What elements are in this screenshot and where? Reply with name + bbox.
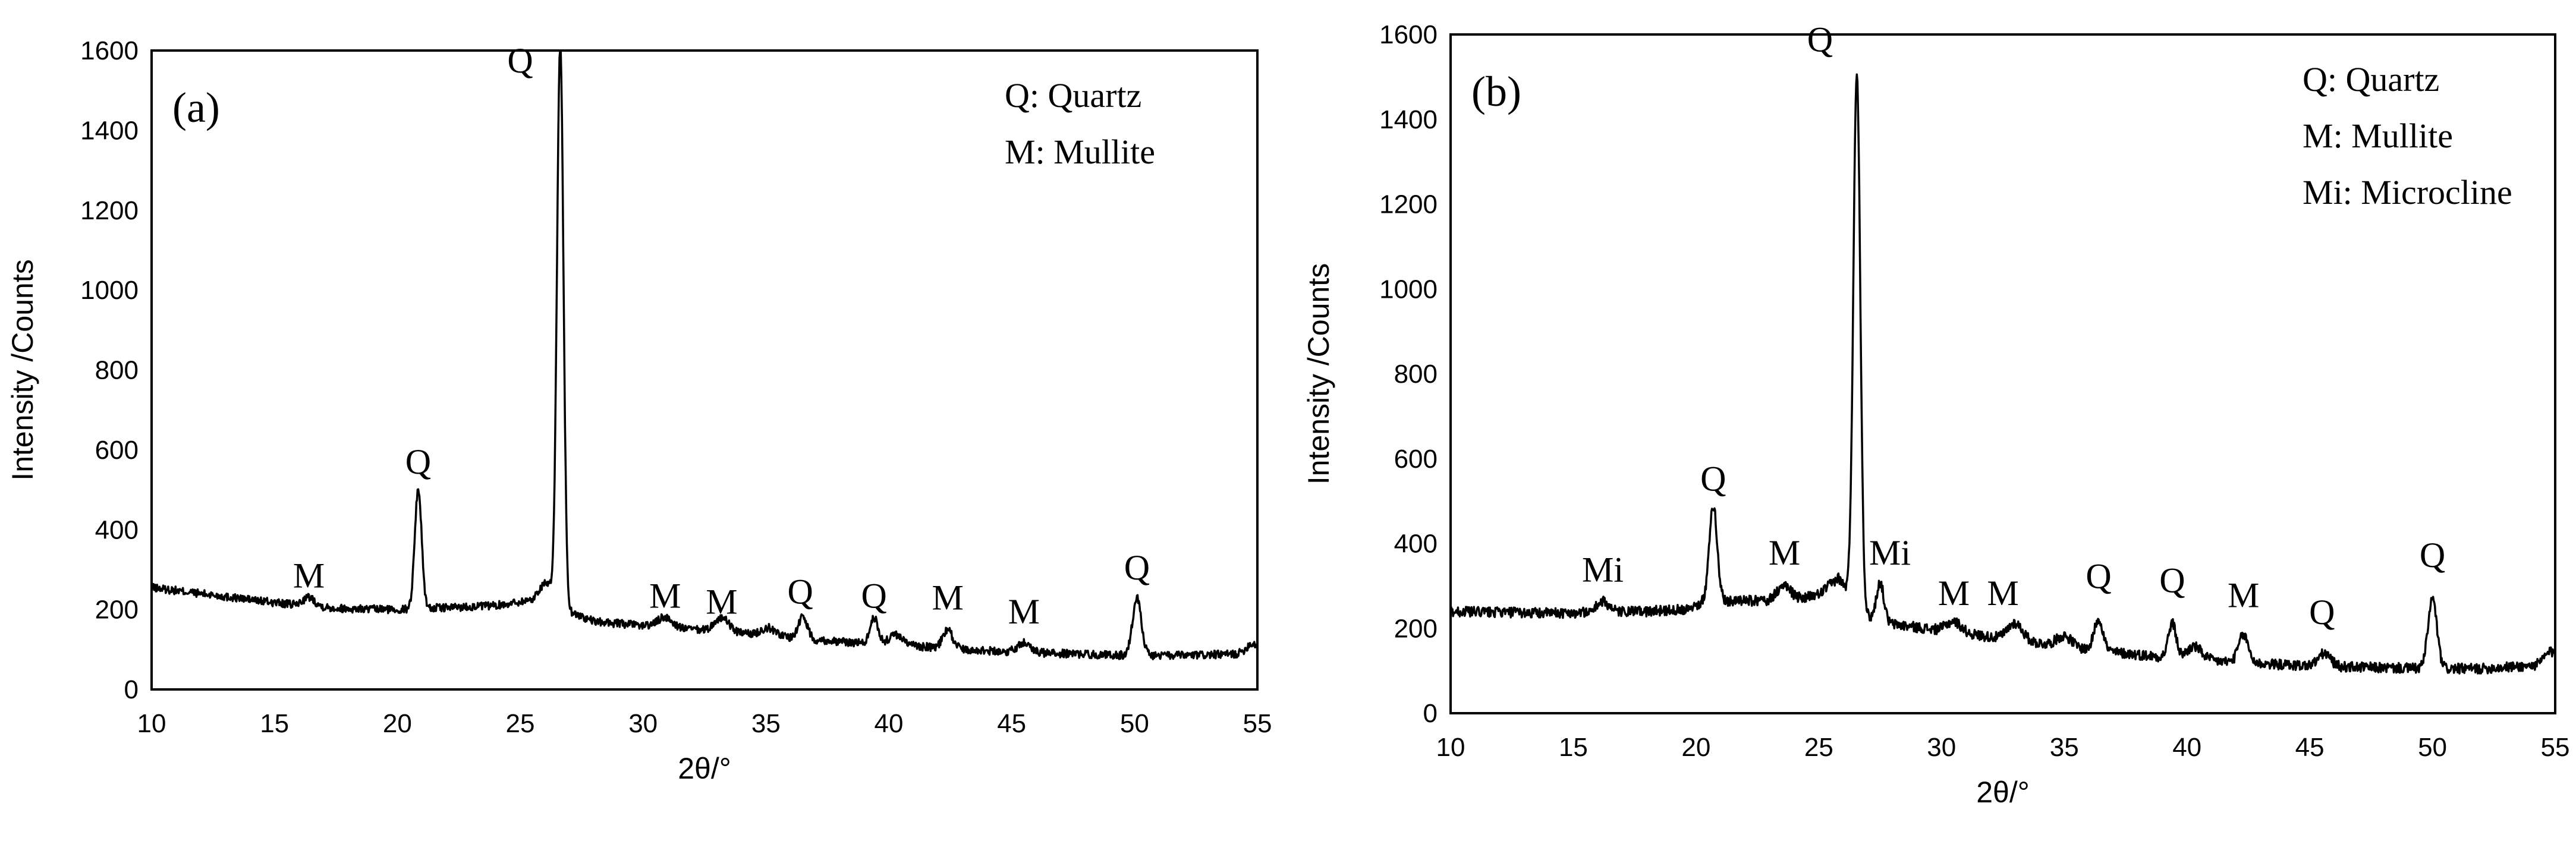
peak-annotation: Q <box>2086 556 2111 596</box>
peak-annotation: M <box>1938 574 1970 613</box>
peak-annotation: Q <box>861 576 887 615</box>
x-tick-label: 50 <box>1120 709 1149 738</box>
peak-annotation: Q <box>2159 561 2185 600</box>
peak-annotation: Mi <box>1869 533 1911 572</box>
x-tick-label: 50 <box>2418 733 2447 762</box>
peak-annotation: Q <box>2309 593 2335 632</box>
y-tick-label: 1600 <box>1379 20 1438 49</box>
y-tick-label: 0 <box>1423 699 1438 728</box>
chart-panel-a: 0 200 400 600 800 1000 1200 1400 1600 10 15 20 25 30 3… <box>0 0 1278 841</box>
y-tick-label: 1600 <box>80 36 139 65</box>
x-tick-label: 10 <box>137 709 166 738</box>
xrd-chart-b: 0 200 400 600 800 1000 1200 1400 1600 10 15 20 25 30 3… <box>1302 20 2570 809</box>
x-tick-label: 45 <box>2295 733 2325 762</box>
legend-entry: M: Mullite <box>2303 116 2453 155</box>
peak-annotation: Q <box>1807 20 1833 59</box>
x-axis-label: 2θ/° <box>678 752 731 785</box>
peak-annotation: M <box>1769 533 1800 572</box>
x-tick-label: 15 <box>260 709 289 738</box>
xrd-chart-a: 0 200 400 600 800 1000 1200 1400 1600 10 15 20 25 30 3… <box>6 36 1272 785</box>
x-tick-label: 15 <box>1559 733 1588 762</box>
chart-panel-b: 0 200 400 600 800 1000 1200 1400 1600 10 15 20 25 30 3… <box>1296 0 2576 841</box>
y-tick-label: 400 <box>1394 530 1438 559</box>
peak-annotation: Q <box>507 41 533 80</box>
legend-entry: Q: Quartz <box>2303 60 2439 99</box>
y-tick-label: 600 <box>1394 445 1438 474</box>
panel-label: (a) <box>172 84 220 131</box>
y-tick-label: 800 <box>1394 360 1438 389</box>
x-tick-label: 40 <box>875 709 904 738</box>
peak-annotation: M <box>706 582 737 621</box>
x-tick-label: 20 <box>383 709 412 738</box>
xrd-series-line <box>1449 73 2556 675</box>
legend-entry: Mi: Microcline <box>2303 173 2512 212</box>
x-tick-label: 25 <box>506 709 535 738</box>
x-tick-label: 35 <box>751 709 781 738</box>
y-tick-label: 1200 <box>80 196 139 225</box>
x-tick-label: 35 <box>2050 733 2079 762</box>
xrd-series-line <box>150 49 1259 660</box>
x-tick-label: 25 <box>1804 733 1833 762</box>
peak-annotation: Q <box>2420 536 2445 575</box>
peak-annotation: Q <box>1700 459 1726 498</box>
x-tick-label: 20 <box>1681 733 1710 762</box>
y-tick-label: 600 <box>95 436 139 465</box>
x-tick-label: 10 <box>1436 733 1465 762</box>
y-tick-label: 1400 <box>1379 105 1438 134</box>
peak-annotation: M <box>649 576 681 615</box>
peak-annotation: Q <box>405 442 431 481</box>
panel-label: (b) <box>1471 68 1521 115</box>
legend-entry: M: Mullite <box>1005 133 1155 171</box>
peak-annotation: Mi <box>1582 550 1624 590</box>
x-tick-label: 30 <box>628 709 658 738</box>
y-tick-label: 0 <box>124 675 139 704</box>
plot-frame <box>1449 33 2556 714</box>
y-axis-label: Intensity /Counts <box>1302 263 1335 484</box>
x-tick-label: 45 <box>997 709 1026 738</box>
y-tick-label: 200 <box>95 596 139 625</box>
x-tick-label: 55 <box>1243 709 1272 738</box>
peak-annotation: M <box>1987 574 2018 613</box>
y-axis-label: Intensity /Counts <box>6 259 39 480</box>
peak-annotation: Q <box>788 572 813 612</box>
y-tick-label: 400 <box>95 515 139 544</box>
y-tick-label: 800 <box>95 356 139 385</box>
x-axis-label: 2θ/° <box>1976 776 2030 809</box>
y-tick-label: 1200 <box>1379 190 1438 219</box>
x-tick-label: 55 <box>2541 733 2570 762</box>
y-tick-label: 1000 <box>1379 275 1438 304</box>
x-tick-label: 30 <box>1927 733 1956 762</box>
x-tick-label: 40 <box>2172 733 2201 762</box>
y-tick-label: 200 <box>1394 614 1438 643</box>
peak-annotation: M <box>1008 592 1040 631</box>
peak-annotation: M <box>293 556 325 596</box>
y-tick-label: 1000 <box>80 276 139 305</box>
peak-annotation: M <box>2228 576 2259 615</box>
legend-entry: Q: Quartz <box>1005 76 1141 115</box>
peak-annotation: Q <box>1124 548 1150 587</box>
peak-annotation: M <box>932 578 964 618</box>
plot-frame <box>150 49 1259 691</box>
y-tick-label: 1400 <box>80 116 139 145</box>
